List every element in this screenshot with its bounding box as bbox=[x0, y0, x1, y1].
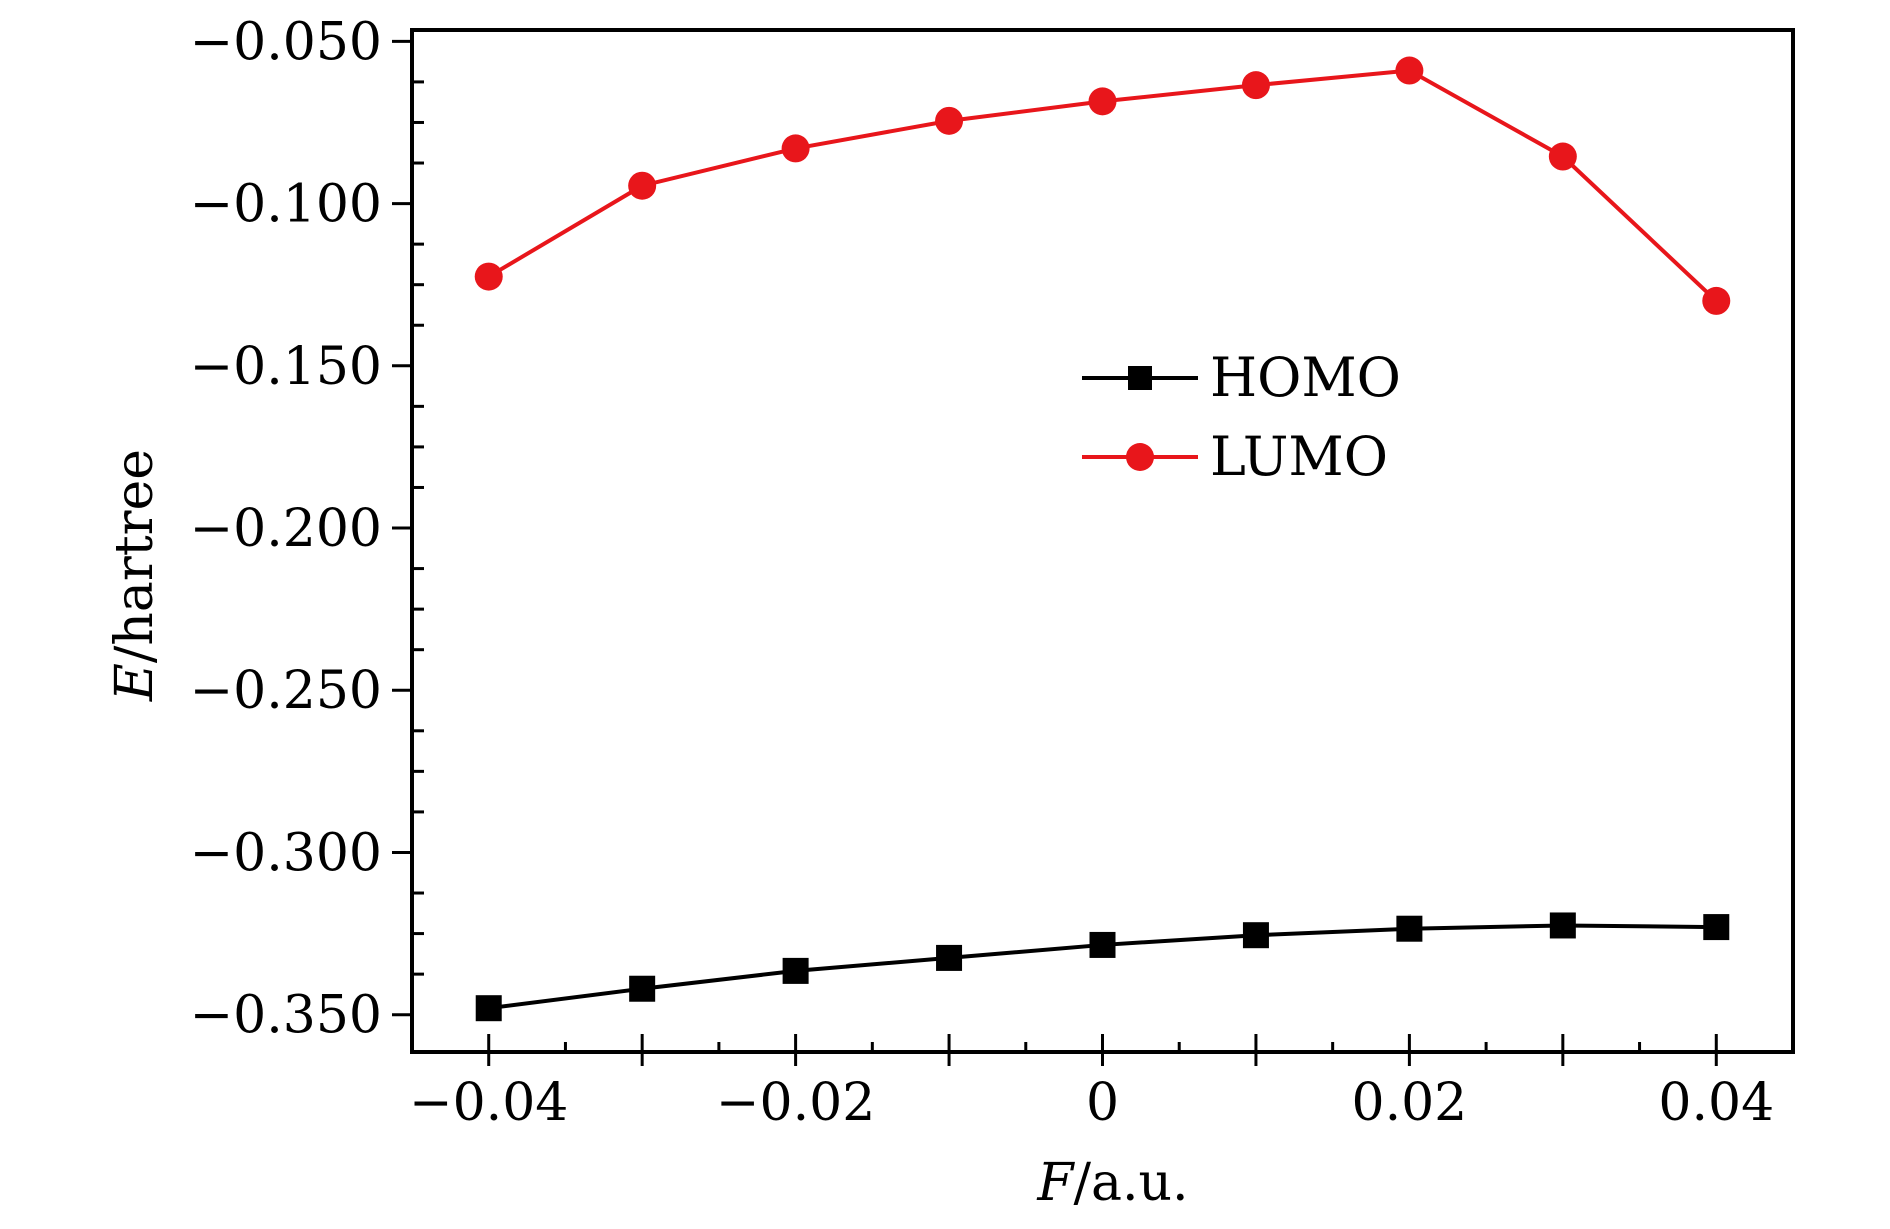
x-axis-unit: /a.u. bbox=[1074, 1153, 1189, 1213]
x-tick-label: 0 bbox=[1086, 1073, 1119, 1133]
y-tick-label: −0.250 bbox=[190, 661, 382, 721]
x-axis-variable: F bbox=[1036, 1153, 1075, 1213]
series-layer bbox=[474, 56, 1731, 1022]
data-point-lumo bbox=[1088, 87, 1117, 116]
legend-marker-lumo bbox=[1126, 443, 1154, 471]
data-point-lumo bbox=[628, 171, 657, 200]
data-point-homo bbox=[1549, 912, 1576, 939]
y-tick-label: −0.150 bbox=[190, 337, 382, 397]
y-tick-label: −0.050 bbox=[190, 12, 382, 72]
data-point-lumo bbox=[474, 262, 503, 291]
x-axis-title: F/a.u. bbox=[1036, 1153, 1188, 1213]
data-point-lumo bbox=[1395, 56, 1424, 85]
y-tick-label: −0.300 bbox=[190, 823, 382, 883]
data-point-homo bbox=[475, 995, 502, 1022]
y-axis-title: E/hartree bbox=[105, 449, 165, 702]
x-tick-label: −0.04 bbox=[409, 1073, 568, 1133]
legend: HOMO LUMO bbox=[1082, 346, 1401, 488]
data-point-homo bbox=[782, 957, 809, 984]
data-point-homo bbox=[1089, 931, 1116, 958]
y-axis-variable: E bbox=[105, 663, 165, 702]
x-tick-label: 0.04 bbox=[1658, 1073, 1774, 1133]
y-tick-label: −0.100 bbox=[190, 175, 382, 235]
data-point-lumo bbox=[1702, 286, 1731, 315]
plot-frame bbox=[410, 28, 1795, 1054]
data-point-homo bbox=[1242, 922, 1269, 949]
y-tick-label: −0.200 bbox=[190, 499, 382, 559]
data-point-homo bbox=[1703, 914, 1730, 941]
data-point-homo bbox=[936, 944, 963, 971]
data-point-lumo bbox=[1241, 71, 1270, 100]
legend-label-lumo: LUMO bbox=[1210, 425, 1388, 488]
x-tick-label: 0.02 bbox=[1351, 1073, 1467, 1133]
data-point-homo bbox=[1396, 915, 1423, 942]
legend-label-homo: HOMO bbox=[1210, 346, 1401, 409]
data-point-lumo bbox=[1548, 142, 1577, 171]
data-point-homo bbox=[629, 975, 656, 1002]
y-tick-label: −0.350 bbox=[190, 986, 382, 1046]
data-point-lumo bbox=[781, 134, 810, 163]
y-axis-unit: /hartree bbox=[105, 449, 165, 663]
data-point-lumo bbox=[935, 106, 964, 135]
x-tick-label: −0.02 bbox=[716, 1073, 875, 1133]
ticks-layer: −0.04 −0.02 0 0.02 0.04 −0.050 −0.100 −0.150 −0.… bbox=[190, 12, 1795, 1133]
legend-marker-homo bbox=[1128, 366, 1152, 390]
